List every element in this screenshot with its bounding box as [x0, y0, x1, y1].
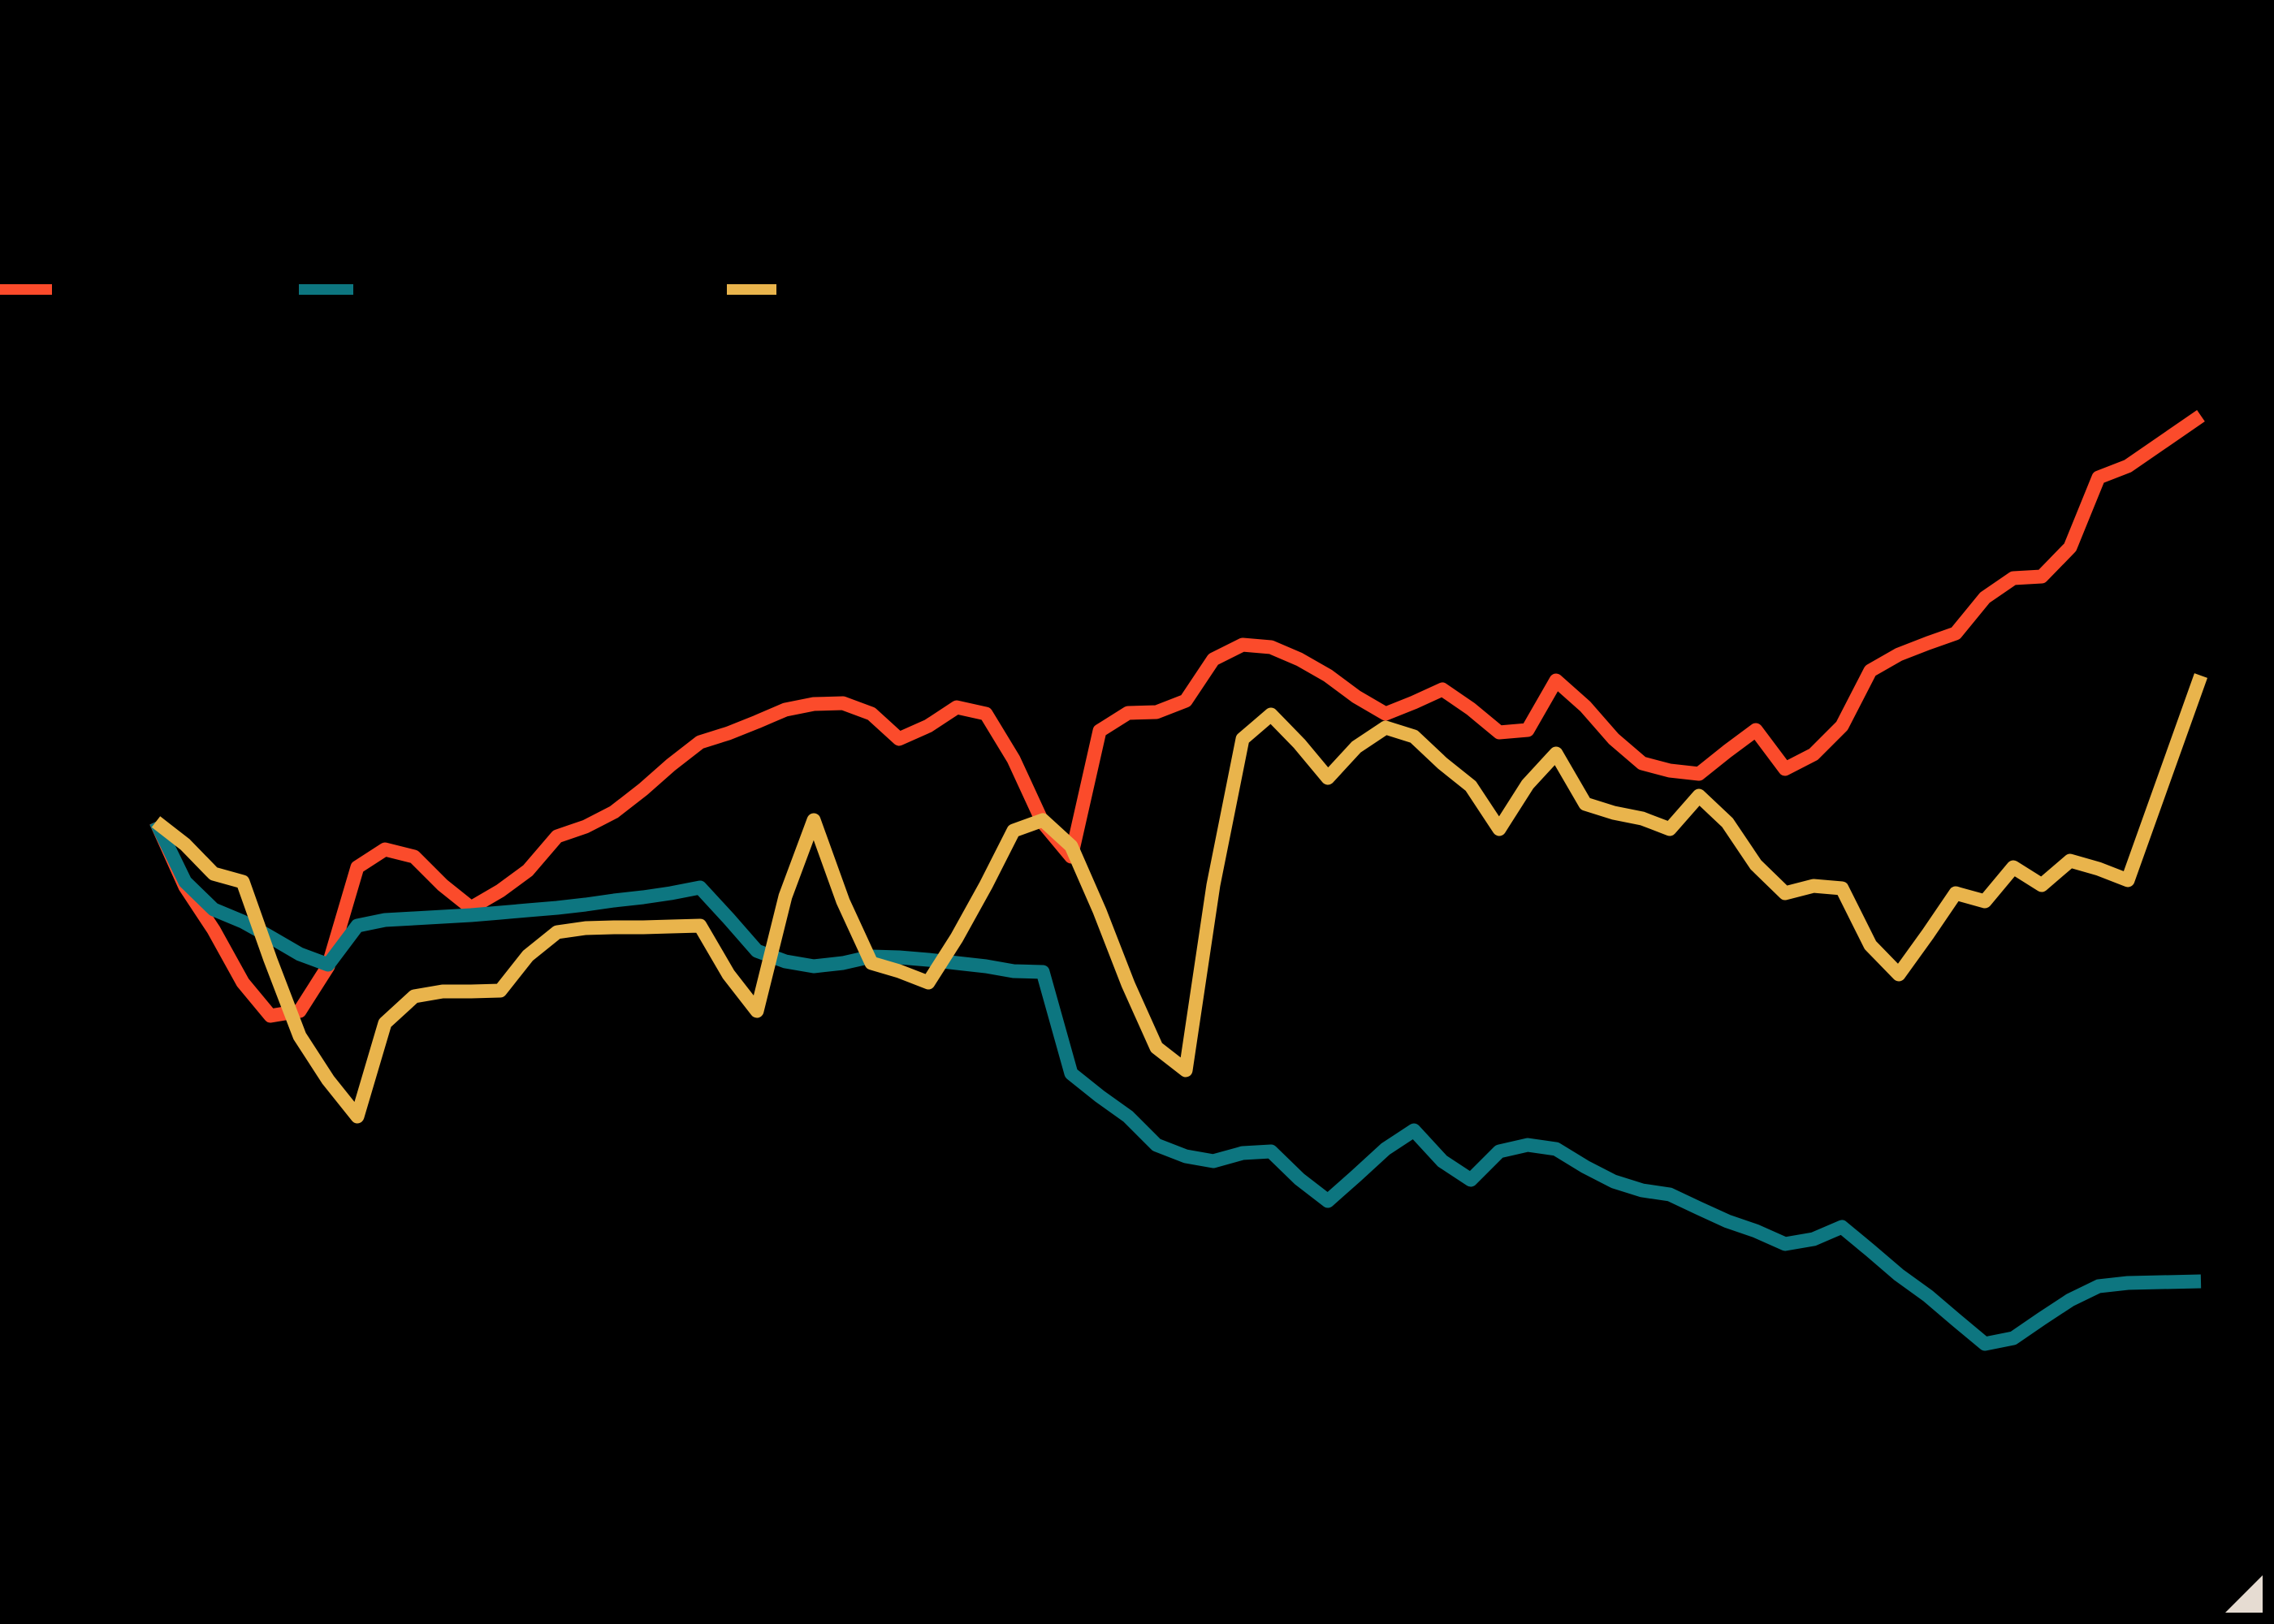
chart-legend	[0, 258, 2274, 323]
line-series-yellow	[151, 673, 2208, 1124]
corner-triangle-marker	[2225, 1575, 2263, 1613]
legend-swatch-red	[0, 284, 52, 295]
line-series-teal	[149, 818, 2202, 1351]
legend-item-series-yellow[interactable]	[727, 258, 788, 323]
legend-swatch-teal	[299, 284, 353, 295]
legend-item-series-red[interactable]	[0, 258, 63, 323]
legend-swatch-yellow	[727, 284, 776, 295]
line-series-red	[149, 410, 2205, 1023]
legend-item-series-teal[interactable]	[299, 258, 365, 323]
series-layer	[149, 410, 2208, 1351]
